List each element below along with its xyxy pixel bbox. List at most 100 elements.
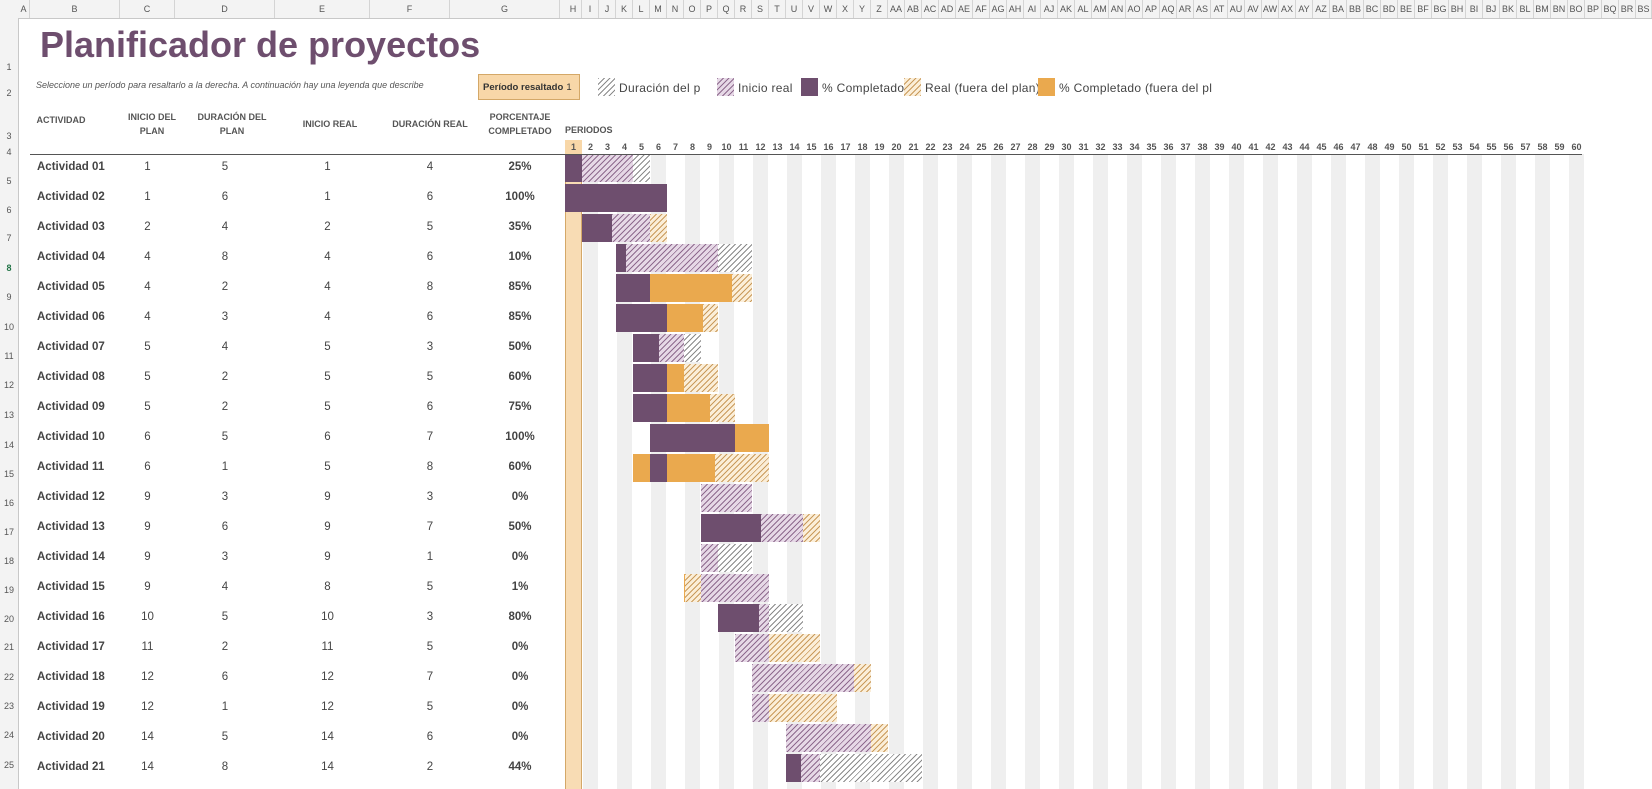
row-header-4[interactable]: 4: [6, 147, 12, 157]
row-header-5[interactable]: 5: [6, 176, 12, 186]
row-header-8[interactable]: 8: [6, 263, 12, 273]
column-header-ay[interactable]: AY: [1296, 0, 1313, 18]
column-header-aq[interactable]: AQ: [1160, 0, 1177, 18]
column-header-bk[interactable]: BK: [1500, 0, 1517, 18]
column-header-c[interactable]: C: [120, 0, 175, 18]
row-header-21[interactable]: 21: [3, 642, 14, 652]
column-header-bg[interactable]: BG: [1432, 0, 1449, 18]
column-header-e[interactable]: E: [275, 0, 370, 18]
cell-pct: 1%: [511, 581, 529, 593]
column-header-bm[interactable]: BM: [1534, 0, 1551, 18]
row-header-10[interactable]: 10: [3, 322, 14, 332]
highlighted-period-input[interactable]: [561, 80, 577, 94]
column-header-q[interactable]: Q: [718, 0, 735, 18]
column-header-as[interactable]: AS: [1194, 0, 1211, 18]
row-header-3[interactable]: 3: [6, 131, 12, 141]
row-header-18[interactable]: 18: [3, 556, 14, 566]
row-header-23[interactable]: 23: [3, 701, 14, 711]
column-header-v[interactable]: V: [803, 0, 820, 18]
row-header-25[interactable]: 25: [3, 760, 14, 770]
column-header-d[interactable]: D: [175, 0, 275, 18]
column-header-ba[interactable]: BA: [1330, 0, 1347, 18]
column-header-a[interactable]: A: [18, 0, 30, 18]
column-header-i[interactable]: I: [582, 0, 599, 18]
column-header-u[interactable]: U: [786, 0, 803, 18]
column-header-bl[interactable]: BL: [1517, 0, 1534, 18]
column-header-ap[interactable]: AP: [1143, 0, 1160, 18]
column-header-k[interactable]: K: [616, 0, 633, 18]
row-header-7[interactable]: 7: [6, 233, 12, 243]
row-header-17[interactable]: 17: [3, 527, 14, 537]
column-header-ah[interactable]: AH: [1007, 0, 1024, 18]
column-header-ai[interactable]: AI: [1024, 0, 1041, 18]
column-header-ak[interactable]: AK: [1058, 0, 1075, 18]
column-header-au[interactable]: AU: [1228, 0, 1245, 18]
column-header-bd[interactable]: BD: [1381, 0, 1398, 18]
row-header-14[interactable]: 14: [3, 440, 14, 450]
column-header-bi[interactable]: BI: [1466, 0, 1483, 18]
column-header-g[interactable]: G: [450, 0, 560, 18]
column-header-at[interactable]: AT: [1211, 0, 1228, 18]
column-header-s[interactable]: S: [752, 0, 769, 18]
column-header-bj[interactable]: BJ: [1483, 0, 1500, 18]
column-header-ad[interactable]: AD: [939, 0, 956, 18]
row-header-20[interactable]: 20: [3, 614, 14, 624]
row-header-19[interactable]: 19: [3, 585, 14, 595]
column-header-ae[interactable]: AE: [956, 0, 973, 18]
column-header-o[interactable]: O: [684, 0, 701, 18]
column-header-am[interactable]: AM: [1092, 0, 1109, 18]
column-header-aa[interactable]: AA: [888, 0, 905, 18]
column-header-ao[interactable]: AO: [1126, 0, 1143, 18]
column-header-t[interactable]: T: [769, 0, 786, 18]
column-header-ag[interactable]: AG: [990, 0, 1007, 18]
row-header-2[interactable]: 2: [6, 88, 12, 98]
period-number-10: 10: [721, 142, 732, 152]
row-header-16[interactable]: 16: [3, 498, 14, 508]
column-header-bh[interactable]: BH: [1449, 0, 1466, 18]
column-header-av[interactable]: AV: [1245, 0, 1262, 18]
row-header-1[interactable]: 1: [6, 62, 12, 72]
row-header-12[interactable]: 12: [3, 380, 14, 390]
column-header-p[interactable]: P: [701, 0, 718, 18]
column-header-bc[interactable]: BC: [1364, 0, 1381, 18]
column-header-bq[interactable]: BQ: [1602, 0, 1619, 18]
column-header-az[interactable]: AZ: [1313, 0, 1330, 18]
column-header-n[interactable]: N: [667, 0, 684, 18]
column-header-aw[interactable]: AW: [1262, 0, 1279, 18]
row-header-13[interactable]: 13: [3, 410, 14, 420]
column-header-h[interactable]: H: [565, 0, 582, 18]
column-header-bn[interactable]: BN: [1551, 0, 1568, 18]
column-header-r[interactable]: R: [735, 0, 752, 18]
column-header-bp[interactable]: BP: [1585, 0, 1602, 18]
column-header-ab[interactable]: AB: [905, 0, 922, 18]
column-header-bf[interactable]: BF: [1415, 0, 1432, 18]
column-header-b[interactable]: B: [30, 0, 120, 18]
column-header-ac[interactable]: AC: [922, 0, 939, 18]
row-header-6[interactable]: 6: [6, 205, 12, 215]
column-header-af[interactable]: AF: [973, 0, 990, 18]
column-header-ar[interactable]: AR: [1177, 0, 1194, 18]
column-header-ax[interactable]: AX: [1279, 0, 1296, 18]
column-header-l[interactable]: L: [633, 0, 650, 18]
column-header-j[interactable]: J: [599, 0, 616, 18]
column-header-be[interactable]: BE: [1398, 0, 1415, 18]
column-header-m[interactable]: M: [650, 0, 667, 18]
column-header-z[interactable]: Z: [871, 0, 888, 18]
column-header-f[interactable]: F: [370, 0, 450, 18]
column-header-br[interactable]: BR: [1619, 0, 1636, 18]
column-header-w[interactable]: W: [820, 0, 837, 18]
column-header-y[interactable]: Y: [854, 0, 871, 18]
column-header-al[interactable]: AL: [1075, 0, 1092, 18]
column-header-an[interactable]: AN: [1109, 0, 1126, 18]
row-header-11[interactable]: 11: [4, 351, 14, 361]
column-header-bo[interactable]: BO: [1568, 0, 1585, 18]
column-header-bb[interactable]: BB: [1347, 0, 1364, 18]
bar-actual: [626, 244, 718, 272]
column-header-x[interactable]: X: [837, 0, 854, 18]
row-header-9[interactable]: 9: [6, 292, 12, 302]
row-header-24[interactable]: 24: [3, 730, 14, 740]
row-header-22[interactable]: 22: [3, 672, 14, 682]
row-header-15[interactable]: 15: [3, 469, 14, 479]
column-header-bs[interactable]: BS: [1636, 0, 1652, 18]
column-header-aj[interactable]: AJ: [1041, 0, 1058, 18]
